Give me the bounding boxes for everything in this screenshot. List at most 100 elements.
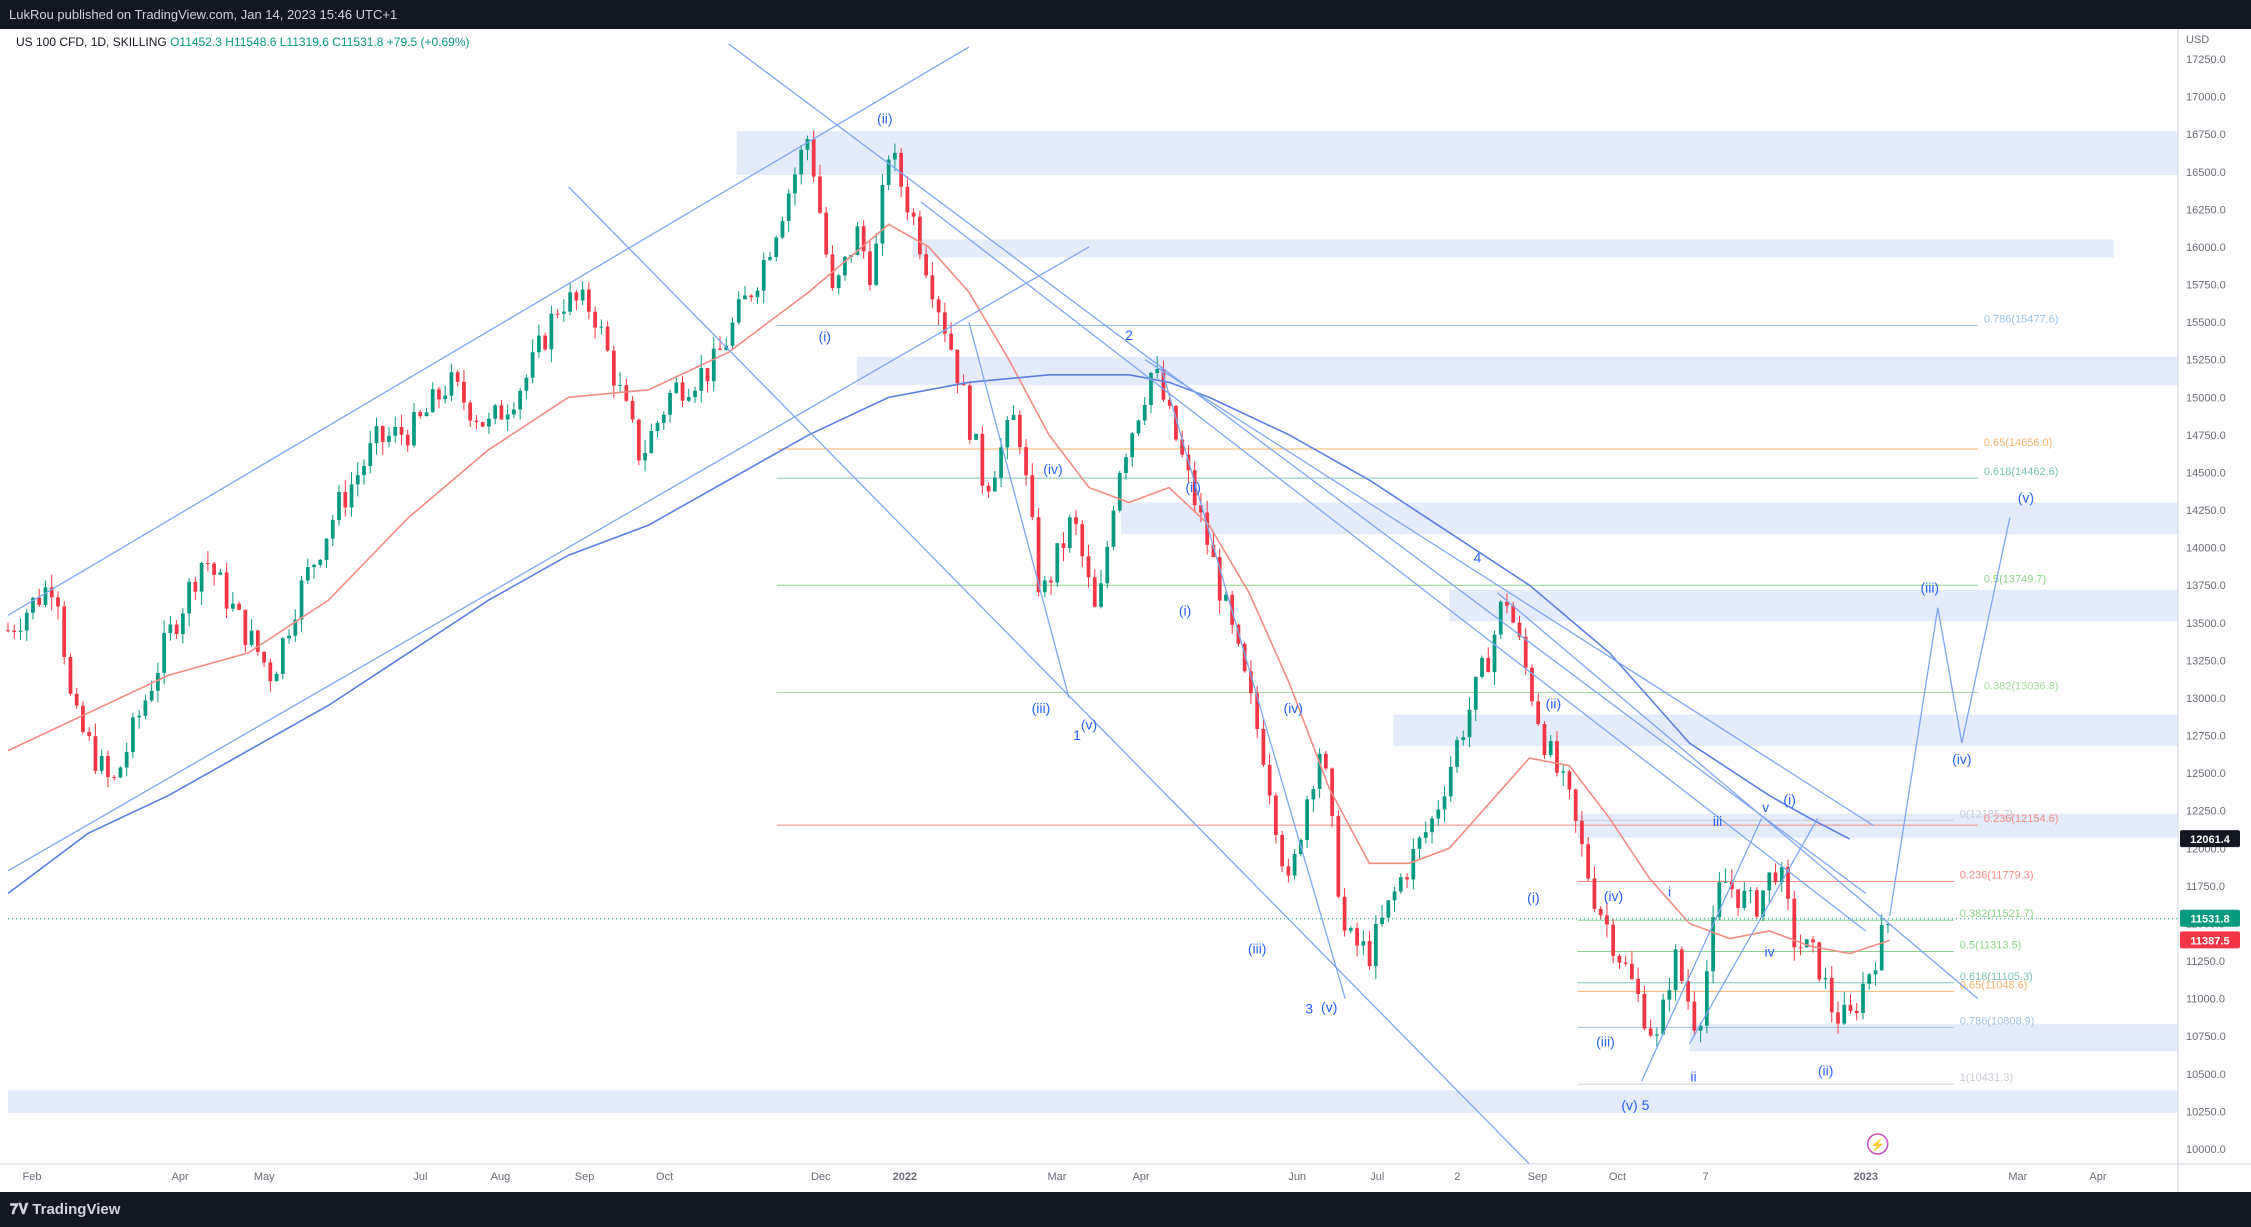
candle-body xyxy=(1580,820,1584,845)
candle-body xyxy=(1092,577,1097,607)
candle-body xyxy=(1380,917,1384,924)
candle-body xyxy=(668,392,672,415)
candle-body xyxy=(1017,414,1022,448)
candle-body xyxy=(106,755,110,777)
time-tick-label: Jul xyxy=(413,1171,427,1183)
wave-label: i xyxy=(1668,883,1671,899)
candle-body xyxy=(287,635,291,639)
price-tick-label: 17000.0 xyxy=(2186,92,2226,104)
candle-body xyxy=(1536,701,1541,725)
tradingview-logo[interactable]: 𝟕𝐕 TradingView xyxy=(10,1200,120,1218)
candle-body xyxy=(924,254,928,276)
candle-body xyxy=(1617,955,1622,963)
wave-label: (v) xyxy=(1621,1097,1637,1113)
candle-body xyxy=(1155,369,1160,373)
candle-body xyxy=(1842,1004,1847,1024)
candle-body xyxy=(1673,949,1678,991)
candle-body xyxy=(768,256,772,260)
candle-body xyxy=(1080,524,1085,557)
candle-body xyxy=(293,619,298,636)
candle-body xyxy=(736,299,741,323)
lightning-glyph: ⚡ xyxy=(1870,1138,1885,1152)
candle-body xyxy=(942,312,947,334)
time-tick-label: Sep xyxy=(575,1171,595,1183)
open-value: O11452.3 xyxy=(170,35,222,49)
trend-line xyxy=(568,186,1530,1165)
price-tick-label: 11000.0 xyxy=(2186,994,2225,1006)
candle-body xyxy=(1042,580,1047,593)
lightning-icon[interactable] xyxy=(1866,1133,1889,1155)
candle-body xyxy=(1167,399,1172,406)
wave-label: (ii) xyxy=(877,111,893,127)
candle-body xyxy=(818,176,822,213)
candle-body xyxy=(1823,977,1828,980)
candle-body xyxy=(1455,740,1459,767)
price-tick-label: 13500.0 xyxy=(2186,618,2226,630)
candle-body xyxy=(1592,878,1597,909)
candle-body xyxy=(131,717,135,752)
trend-line xyxy=(920,201,1867,932)
candle-body xyxy=(1286,866,1291,876)
candle-body xyxy=(205,562,210,564)
supply-demand-zone xyxy=(1449,589,2178,622)
candle-body xyxy=(424,412,429,417)
candle-body xyxy=(299,580,304,620)
candle-body xyxy=(255,630,260,652)
chart-area[interactable]: 0.786(15477.6) 0.65(14656.0) 0.618(14462.6… xyxy=(0,29,2251,1192)
candle-body xyxy=(780,221,785,238)
candle-body xyxy=(349,484,354,508)
candle-body xyxy=(199,562,204,592)
candle-body xyxy=(730,322,735,346)
candle-body xyxy=(1224,594,1228,601)
candle-body xyxy=(1717,882,1722,918)
candle-body xyxy=(1623,962,1628,964)
price-tag-label: 12061.4 xyxy=(2190,834,2231,846)
candle-body xyxy=(93,736,98,771)
candle-body xyxy=(630,400,635,420)
candle-body xyxy=(1149,372,1153,405)
candle-body xyxy=(992,477,997,492)
supply-demand-zone xyxy=(736,131,2178,175)
candle-body xyxy=(1199,505,1203,513)
wave-label: v xyxy=(1762,799,1769,815)
price-tag xyxy=(2180,909,2240,927)
candle-body xyxy=(1130,433,1135,458)
candle-body xyxy=(280,638,285,674)
candle-body xyxy=(855,226,860,255)
candle-body xyxy=(274,673,279,682)
wave-label: 4 xyxy=(1473,550,1481,566)
candle-body xyxy=(1729,881,1734,890)
wave-label: 3 xyxy=(1305,1001,1313,1017)
candle-body xyxy=(1367,941,1372,967)
candle-body xyxy=(1067,517,1072,549)
price-tick-label: 15500.0 xyxy=(2186,317,2226,329)
candle-body xyxy=(224,572,229,609)
price-tag-label: 11387.5 xyxy=(2190,935,2229,947)
candle-body xyxy=(493,405,498,419)
candle-body xyxy=(318,559,323,565)
fib-level-label: 0.236(12154.6) xyxy=(1984,813,2059,825)
supply-demand-zone xyxy=(856,356,2179,386)
trend-line xyxy=(1496,592,1979,1000)
candle-body xyxy=(999,447,1003,478)
price-tick-label: 15000.0 xyxy=(2186,392,2226,404)
candle-body xyxy=(505,414,510,420)
candle-body xyxy=(462,381,466,403)
wave-label: (iv) xyxy=(1604,888,1623,904)
candle-body xyxy=(549,313,554,350)
candle-body xyxy=(561,311,566,314)
candle-body xyxy=(1086,556,1091,578)
candle-body xyxy=(786,193,791,222)
candle-body xyxy=(1392,891,1397,901)
candle-body xyxy=(611,350,616,386)
candle-body xyxy=(1211,544,1216,558)
fib-level-label: 0.236(11779.3) xyxy=(1960,869,2034,881)
candle-body xyxy=(586,289,591,312)
candle-body xyxy=(405,434,410,446)
candle-body xyxy=(686,397,691,401)
fib-level-label: 0.5(11313.5) xyxy=(1960,940,2022,952)
candle-body xyxy=(1024,447,1028,476)
candle-body xyxy=(1817,942,1822,980)
price-chart[interactable]: 0.786(15477.6) 0.65(14656.0) 0.618(14462.6… xyxy=(0,29,2251,1192)
candle-body xyxy=(68,656,73,694)
